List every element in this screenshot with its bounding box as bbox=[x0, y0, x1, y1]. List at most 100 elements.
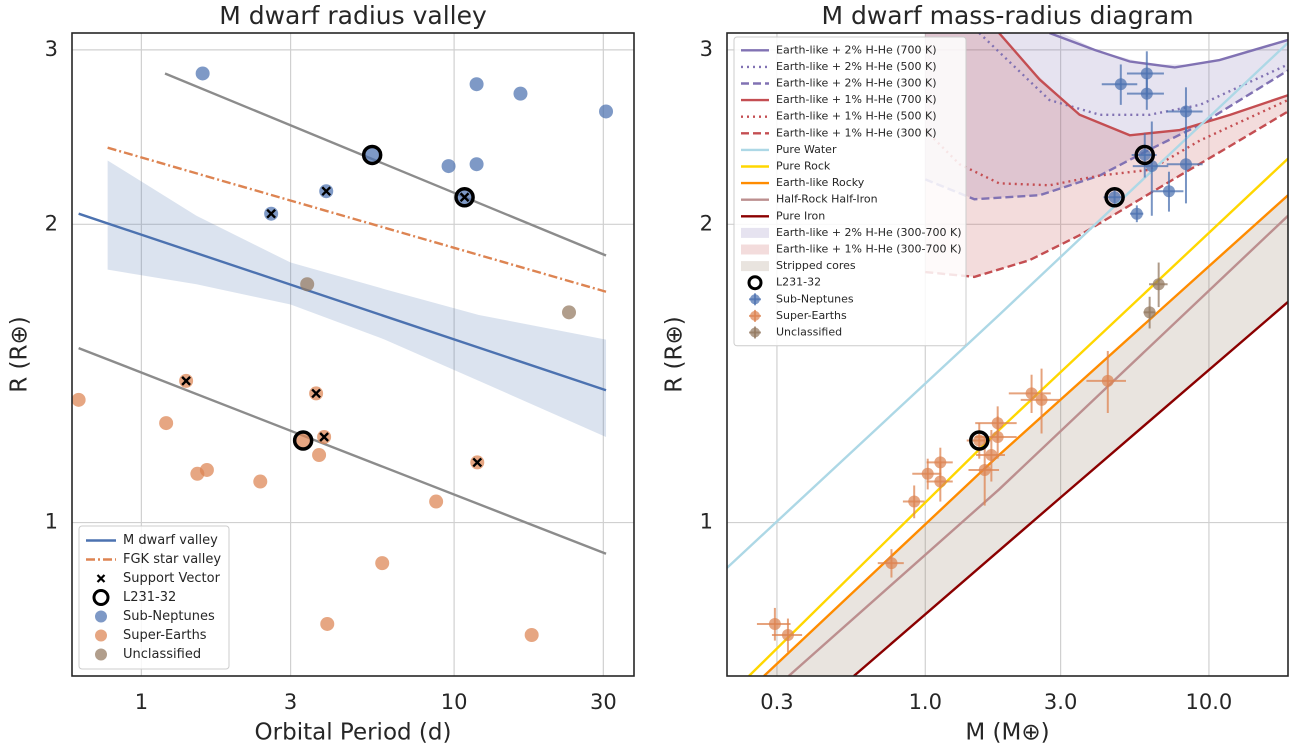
support-vector bbox=[472, 457, 483, 468]
data-point bbox=[978, 463, 991, 476]
legend-label: Pure Water bbox=[776, 143, 837, 156]
legend-marker bbox=[750, 310, 760, 321]
model-line bbox=[925, 110, 1288, 279]
y-tick-label: 2 bbox=[45, 211, 58, 235]
legend-label: Super-Earths bbox=[776, 309, 847, 322]
legend-marker bbox=[750, 327, 760, 338]
model-line bbox=[1049, 33, 1288, 69]
data-point bbox=[469, 157, 484, 172]
chart: M dwarf radius valley Orbital Period (d) R… bbox=[7, 1, 635, 746]
plot-frame bbox=[726, 32, 1289, 677]
legend-patch bbox=[741, 227, 769, 238]
data-point bbox=[320, 616, 335, 631]
x-tick-label: 0.3 bbox=[760, 690, 793, 714]
support-vector bbox=[319, 432, 329, 442]
data-point bbox=[441, 159, 456, 174]
support-vector bbox=[311, 388, 321, 399]
data-point bbox=[768, 617, 781, 630]
plot-frame bbox=[71, 32, 635, 677]
model-line bbox=[998, 33, 1288, 137]
data-point bbox=[1140, 67, 1153, 80]
x-tick-label: 30 bbox=[590, 690, 617, 714]
chart: M dwarf mass-radius diagram M (M⊕) R (R⊕) 0… bbox=[662, 1, 1289, 746]
legend-label: Earth-like + 1% H-He (300 K) bbox=[776, 126, 937, 139]
legend-box bbox=[733, 36, 967, 347]
highlight-ring bbox=[1134, 144, 1156, 166]
data-point bbox=[300, 277, 315, 292]
data-point bbox=[1179, 158, 1192, 171]
model-line bbox=[853, 300, 1288, 676]
model-line bbox=[164, 72, 607, 257]
legend-marker bbox=[747, 275, 763, 291]
support-vector bbox=[459, 192, 470, 203]
data-point bbox=[1025, 387, 1038, 400]
data-point bbox=[885, 557, 898, 570]
y-axis-label: R (R⊕) bbox=[662, 316, 688, 393]
x-tick-label: 3.0 bbox=[1044, 690, 1077, 714]
data-point bbox=[934, 475, 947, 488]
chart-title: M dwarf mass-radius diagram bbox=[821, 1, 1193, 30]
x-tick-label: 1.0 bbox=[909, 690, 942, 714]
confidence-band bbox=[107, 160, 607, 437]
legend-label: M dwarf valley bbox=[123, 533, 218, 548]
legend-label: Unclassified bbox=[776, 326, 842, 339]
legend-label: Pure Rock bbox=[776, 160, 831, 173]
data-point bbox=[562, 305, 577, 320]
data-point bbox=[375, 556, 390, 571]
legend-label: L231-32 bbox=[123, 590, 176, 605]
data-point bbox=[985, 448, 998, 461]
legend: Earth-like + 2% H-He (700 K) Earth-like +… bbox=[733, 36, 967, 347]
x-tick-label: 1 bbox=[135, 690, 148, 714]
legend-patch bbox=[741, 261, 769, 272]
data-point bbox=[1138, 148, 1151, 161]
legend: M dwarf valley FGK star valley Support Vec… bbox=[78, 525, 230, 670]
plot-marks bbox=[72, 66, 614, 642]
model-line bbox=[78, 346, 607, 555]
data-point bbox=[1101, 374, 1114, 387]
data-point bbox=[599, 104, 614, 119]
y-tick-label: 3 bbox=[700, 37, 713, 61]
support-vector bbox=[321, 186, 332, 197]
legend-label: Earth-like + 2% H-He (300 K) bbox=[776, 77, 937, 90]
legend-box bbox=[78, 525, 230, 670]
highlight-ring bbox=[292, 430, 314, 451]
highlight-ring bbox=[361, 144, 383, 166]
data-point bbox=[195, 66, 210, 81]
highlight-ring bbox=[1104, 186, 1125, 208]
legend-label: Half-Rock Half-Iron bbox=[776, 193, 878, 206]
data-point bbox=[469, 77, 484, 92]
data-point bbox=[1035, 393, 1048, 406]
legend-label: Sub-Neptunes bbox=[776, 292, 854, 305]
data-point bbox=[312, 447, 327, 462]
legend-label: Earth-like Rocky bbox=[776, 176, 865, 189]
support-vector bbox=[266, 208, 277, 219]
data-point bbox=[296, 433, 311, 448]
data-point bbox=[921, 467, 934, 480]
legend-marker bbox=[95, 629, 107, 642]
data-point bbox=[1108, 191, 1121, 204]
model-line bbox=[978, 33, 1288, 116]
legend-marker bbox=[96, 574, 106, 583]
model-line bbox=[727, 41, 1288, 569]
data-point bbox=[513, 86, 528, 101]
legend-patch bbox=[741, 244, 769, 255]
data-point bbox=[1114, 78, 1127, 91]
data-point bbox=[429, 494, 444, 509]
legend-label: Earth-like + 1% H-He (300-700 K) bbox=[776, 243, 962, 256]
data-point bbox=[1179, 105, 1192, 118]
data-point bbox=[72, 392, 86, 407]
model-line bbox=[787, 214, 1288, 676]
y-axis-label: R (R⊕) bbox=[7, 316, 33, 393]
data-point bbox=[159, 416, 174, 431]
model-line bbox=[78, 212, 607, 392]
x-tick-label: 3 bbox=[284, 690, 297, 714]
y-tick-label: 1 bbox=[45, 510, 58, 534]
y-tick-label: 3 bbox=[45, 37, 58, 61]
x-axis-label: M (M⊕) bbox=[965, 720, 1049, 746]
data-point bbox=[1140, 87, 1153, 100]
chart-title: M dwarf radius valley bbox=[219, 1, 487, 30]
support-vector bbox=[181, 376, 191, 386]
data-point bbox=[199, 462, 214, 477]
legend-label: Earth-like + 2% H-He (700 K) bbox=[776, 43, 937, 56]
x-tick-label: 10.0 bbox=[1186, 690, 1233, 714]
